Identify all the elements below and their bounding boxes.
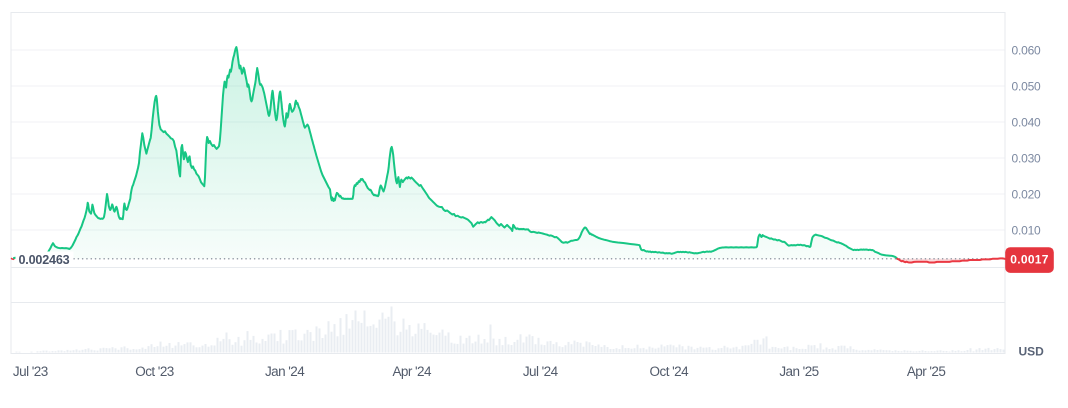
svg-text:0.020: 0.020 [1012,187,1042,201]
svg-text:0.060: 0.060 [1012,43,1042,57]
svg-text:0.050: 0.050 [1012,79,1042,93]
svg-text:Jul '23: Jul '23 [13,364,48,379]
svg-text:Jan '25: Jan '25 [779,364,818,379]
svg-text:Apr '25: Apr '25 [907,364,946,379]
svg-text:0.002463: 0.002463 [19,253,70,267]
svg-text:0.040: 0.040 [1012,115,1042,129]
svg-text:Apr '24: Apr '24 [392,364,432,379]
svg-text:USD: USD [1019,345,1045,359]
svg-text:0.010: 0.010 [1012,223,1042,237]
svg-text:Jul '24: Jul '24 [523,364,559,379]
svg-text:Oct '23: Oct '23 [135,364,174,379]
svg-text:0.0017: 0.0017 [1010,253,1049,267]
svg-text:Jan '24: Jan '24 [265,364,305,379]
svg-text:Oct '24: Oct '24 [650,364,690,379]
svg-text:0.030: 0.030 [1012,151,1042,165]
